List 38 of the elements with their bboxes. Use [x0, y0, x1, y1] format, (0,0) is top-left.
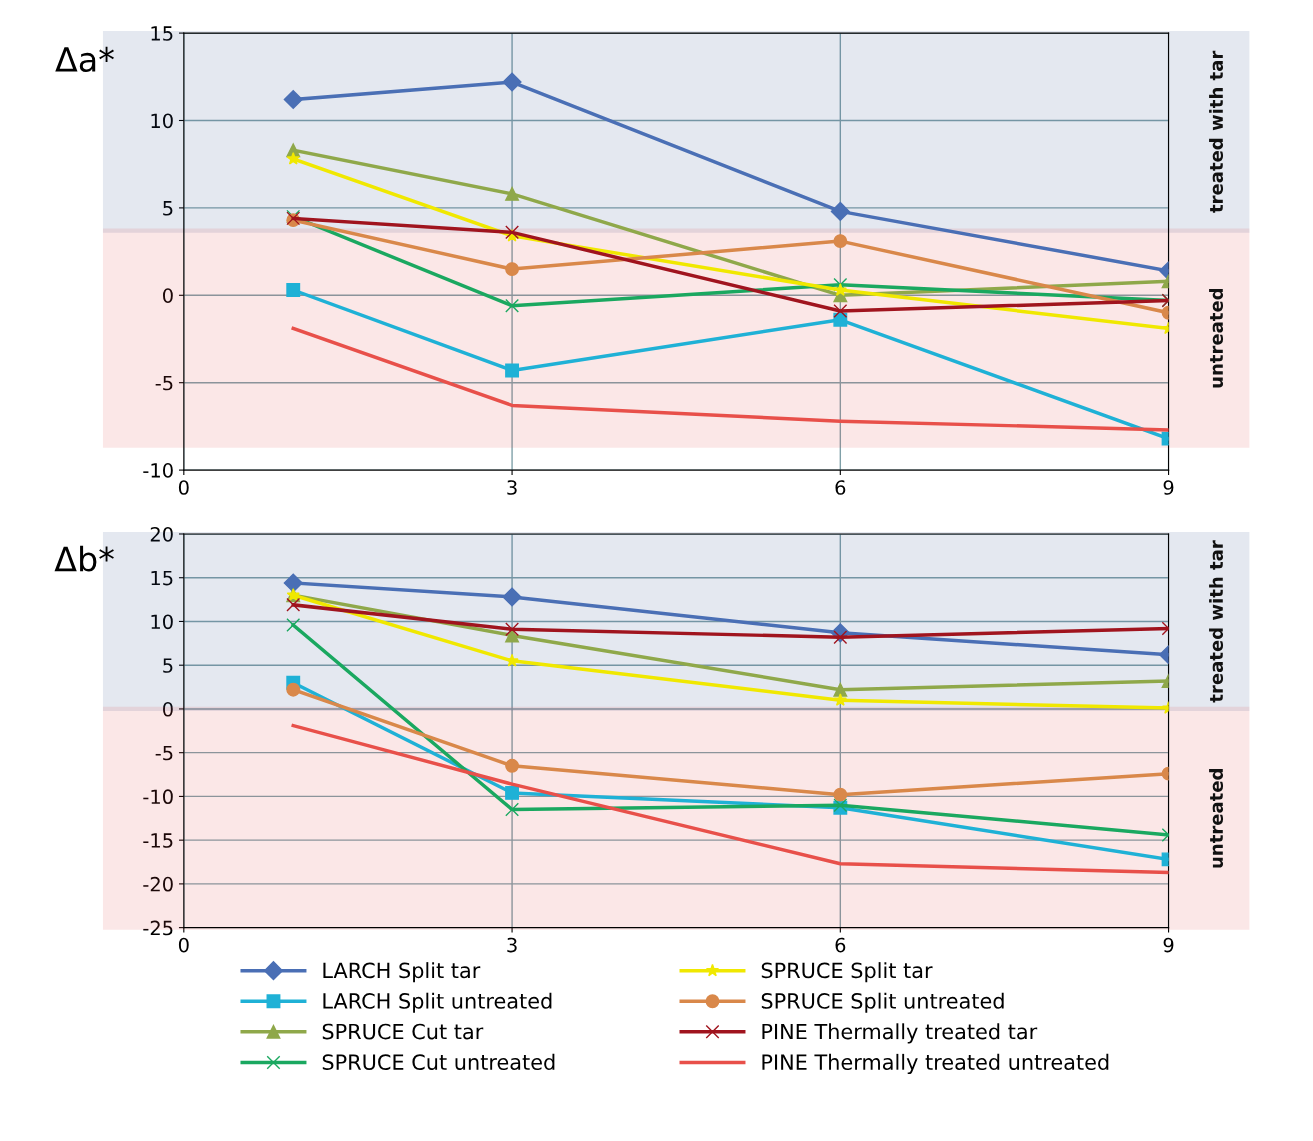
legend-label: SPRUCE Split tar — [761, 962, 933, 983]
legend-label: PINE Thermally treated untreated — [762, 1053, 1109, 1075]
x-tick-label: 6 — [835, 937, 846, 953]
x-tick-label: 9 — [1163, 937, 1174, 953]
y-tick-label: 20 — [150, 526, 173, 542]
y-tick-label: 15 — [151, 570, 173, 586]
legend-label: LARCH Split tar — [323, 962, 481, 983]
y-tick-label: 5 — [163, 201, 173, 216]
x-tick-label: 0 — [178, 937, 189, 953]
y-tick-label: -10 — [143, 463, 173, 478]
y-tick-label: 10 — [151, 614, 173, 630]
legend-label: SPRUCE Cut untreated — [322, 1053, 555, 1070]
y-tick-label: 15 — [151, 26, 173, 41]
y-axis-title: Δb* — [54, 545, 114, 572]
y-tick-label: 5 — [163, 658, 173, 673]
band-label: treated with tar — [1209, 50, 1224, 213]
band-label: treated with tar — [1209, 540, 1224, 703]
x-tick-label: 0 — [178, 480, 189, 495]
y-tick-label: -20 — [143, 876, 173, 892]
y-tick-label: 0 — [163, 288, 173, 303]
y-tick-label: 0 — [163, 701, 173, 717]
legend-label: SPRUCE Split untreated — [761, 992, 1004, 1013]
x-tick-label: 9 — [1163, 480, 1174, 495]
x-tick-label: 6 — [835, 480, 846, 495]
y-tick-label: -5 — [155, 375, 173, 391]
legend-label: PINE Thermally treated tar — [762, 1023, 1038, 1044]
x-tick-label: 3 — [507, 480, 517, 495]
band-label: untreated — [1209, 769, 1224, 868]
y-tick-label: -10 — [143, 789, 173, 805]
band-label: untreated — [1209, 288, 1224, 388]
legend-label: SPRUCE Cut tar — [322, 1023, 484, 1040]
legend-label: LARCH Split untreated — [323, 992, 552, 1013]
y-tick-label: 10 — [151, 113, 173, 129]
y-tick-label: -25 — [143, 920, 173, 936]
y-axis-title: Δa* — [55, 46, 114, 72]
y-tick-label: -15 — [143, 833, 173, 848]
x-tick-label: 3 — [507, 937, 517, 953]
y-tick-label: -5 — [155, 745, 173, 761]
